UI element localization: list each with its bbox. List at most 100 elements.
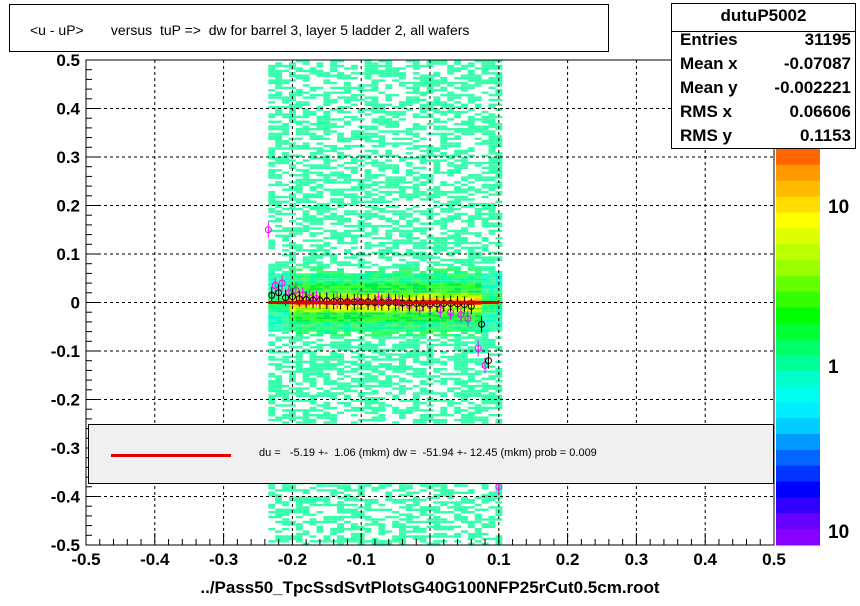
heat-cell — [275, 377, 283, 381]
heat-cell — [268, 72, 276, 75]
heat-cell — [289, 154, 296, 157]
heat-cell — [392, 409, 400, 412]
heat-cell — [399, 176, 406, 179]
heat-cell — [295, 363, 303, 366]
heat-cell — [371, 207, 379, 211]
heat-cell — [344, 397, 351, 400]
heat-cell — [495, 346, 503, 349]
heat-cell — [447, 157, 455, 160]
heat-cell — [323, 72, 331, 75]
heat-cell — [282, 421, 289, 424]
heat-cell — [330, 101, 338, 104]
heat-cell — [289, 166, 296, 170]
heat-cell — [357, 280, 365, 284]
heat-cell — [474, 326, 482, 330]
heat-cell — [337, 152, 344, 155]
heat-cell — [323, 489, 331, 492]
x-axis-title: ../Pass50_TpcSsdSvtPlotsG40G100NFP25rCut… — [200, 578, 660, 597]
heat-cell — [405, 329, 413, 332]
heat-cell — [392, 212, 400, 216]
heat-cell — [364, 273, 372, 276]
heat-cell — [440, 147, 448, 150]
heat-cell — [412, 324, 420, 327]
heat-cell — [419, 222, 427, 225]
heat-cell — [275, 380, 283, 383]
heat-cell — [481, 525, 489, 528]
heat-cell — [419, 273, 427, 276]
heat-cell — [295, 101, 303, 104]
heat-cell — [337, 125, 344, 128]
heat-cell — [302, 392, 310, 395]
heat-cell — [419, 414, 427, 417]
heat-cell — [344, 528, 351, 531]
heat-cell — [481, 140, 489, 143]
heat-cell — [440, 159, 448, 162]
heat-cell — [399, 137, 406, 140]
heat-cell — [440, 280, 448, 284]
heat-cell — [337, 343, 344, 347]
heat-cell — [316, 368, 324, 371]
heat-cell — [385, 72, 393, 75]
heat-cell — [350, 159, 358, 162]
heat-cell — [467, 392, 475, 395]
heat-cell — [488, 321, 496, 325]
heat-cell — [488, 309, 496, 313]
heat-cell — [385, 232, 393, 235]
heat-cell — [419, 401, 427, 405]
heat-cell — [371, 384, 379, 388]
heat-cell — [268, 399, 276, 402]
heat-cell — [337, 537, 344, 541]
heat-cell — [350, 241, 358, 245]
heat-cell — [323, 178, 331, 182]
heat-cell — [344, 224, 351, 228]
heat-cell — [474, 290, 482, 293]
heat-cell — [371, 79, 379, 82]
heat-cell — [275, 317, 283, 320]
heat-cell — [364, 215, 372, 218]
heat-cell — [440, 193, 448, 196]
heat-cell — [330, 159, 338, 162]
heat-cell — [412, 178, 420, 182]
heat-cell — [385, 241, 393, 245]
heat-cell — [461, 380, 468, 383]
heat-cell — [474, 530, 482, 533]
heat-cell — [268, 326, 276, 330]
heat-cell — [268, 195, 276, 199]
heat-cell — [405, 81, 413, 85]
heat-cell — [440, 181, 448, 184]
heat-cell — [350, 321, 358, 325]
heat-cell — [447, 106, 455, 109]
heat-cell — [392, 246, 400, 250]
heat-cell — [357, 380, 365, 383]
heat-cell — [474, 130, 482, 133]
heat-cell — [364, 108, 372, 111]
heat-cell — [433, 511, 441, 514]
heat-cell — [371, 181, 379, 184]
x-tick-label: -0.4 — [140, 550, 170, 569]
heat-cell — [364, 319, 372, 322]
heat-cell — [454, 60, 461, 63]
heat-cell — [289, 142, 296, 145]
heat-cell — [302, 375, 310, 378]
heat-cell — [309, 329, 317, 332]
heat-cell — [467, 86, 475, 90]
heat-cell — [412, 101, 420, 104]
heat-cell — [461, 506, 468, 509]
heat-cell — [440, 334, 448, 337]
heat-cell — [330, 81, 338, 85]
heat-cell — [330, 421, 338, 424]
heat-cell — [344, 110, 351, 114]
heat-cell — [433, 169, 441, 172]
heat-cell — [268, 384, 276, 388]
heat-cell — [337, 217, 344, 220]
heat-cell — [364, 501, 372, 504]
heat-cell — [268, 540, 276, 543]
heat-cell — [309, 178, 317, 182]
heat-cell — [337, 271, 344, 274]
heat-cell — [323, 115, 331, 119]
heat-cell — [275, 266, 283, 269]
heat-cell — [481, 280, 489, 284]
heat-cell — [344, 123, 351, 126]
heat-cell — [454, 513, 461, 516]
heat-cell — [461, 491, 468, 494]
